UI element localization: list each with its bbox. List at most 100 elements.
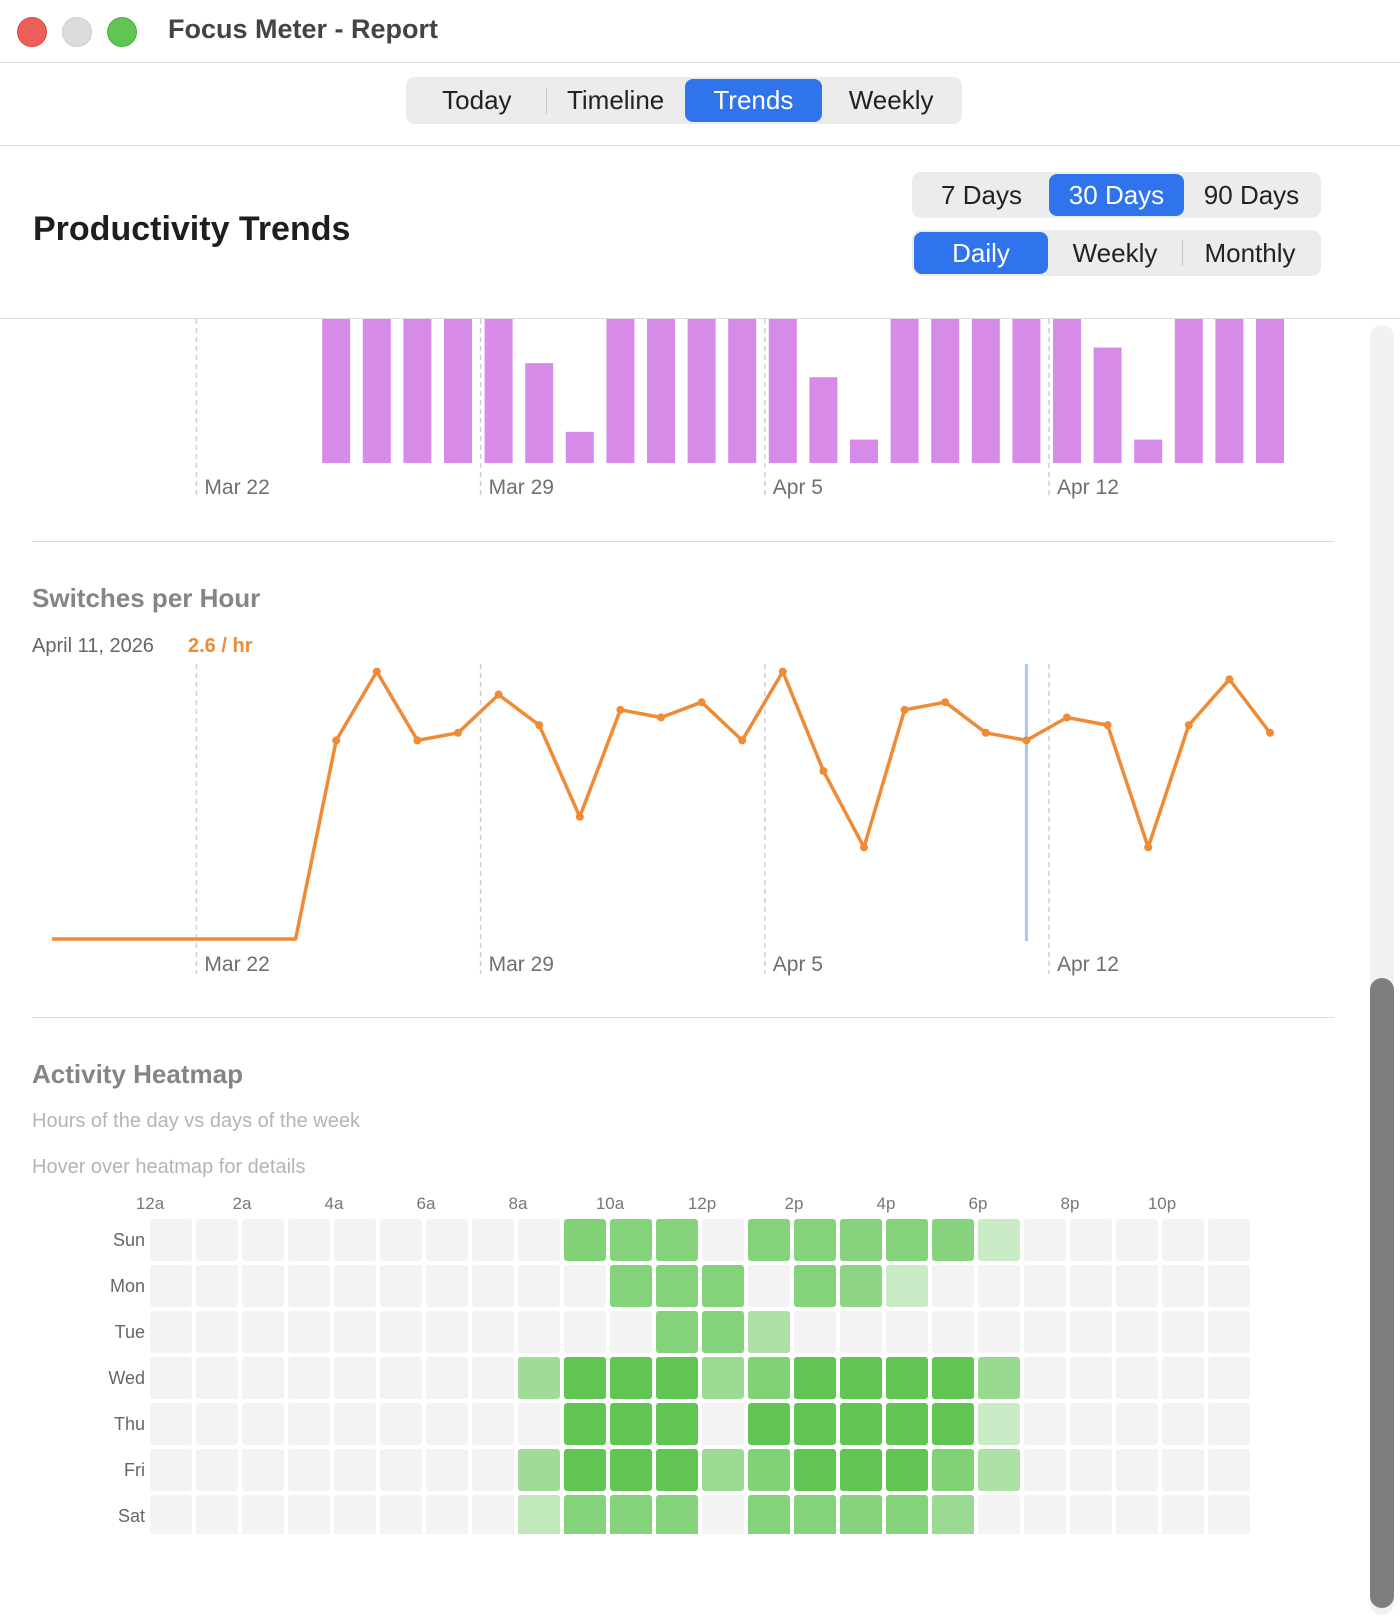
heatmap-cell[interactable] [380, 1357, 422, 1399]
heatmap-cell[interactable] [1162, 1219, 1204, 1261]
heatmap-cell[interactable] [518, 1449, 560, 1491]
heatmap-cell[interactable] [748, 1265, 790, 1307]
heatmap-cell[interactable] [288, 1219, 330, 1261]
tab-trends[interactable]: Trends [684, 79, 823, 122]
heatmap-cell[interactable] [564, 1403, 606, 1445]
heatmap-cell[interactable] [288, 1311, 330, 1353]
bar-chart-bar[interactable] [1174, 319, 1203, 463]
heatmap-cell[interactable] [1208, 1449, 1250, 1491]
heatmap-cell[interactable] [748, 1357, 790, 1399]
bar-chart-bar[interactable] [647, 319, 675, 463]
heatmap-cell[interactable] [886, 1311, 928, 1353]
line-chart-point[interactable] [941, 698, 950, 707]
bar-chart-bar[interactable] [444, 319, 472, 463]
heatmap-cell[interactable] [794, 1311, 836, 1353]
heatmap-cell[interactable] [288, 1357, 330, 1399]
tab-weekly[interactable]: Weekly [848, 85, 934, 115]
heatmap-cell[interactable] [564, 1449, 606, 1491]
heatmap-cell[interactable] [472, 1357, 514, 1399]
heatmap-cell[interactable] [1162, 1357, 1204, 1399]
heatmap-cell[interactable] [426, 1219, 468, 1261]
heatmap-cell[interactable] [1208, 1403, 1250, 1445]
line-chart-point[interactable] [413, 736, 422, 745]
heatmap-cell[interactable] [1070, 1357, 1112, 1399]
heatmap-cell[interactable] [288, 1449, 330, 1491]
heatmap-cell[interactable] [610, 1357, 652, 1399]
heatmap-cell[interactable] [702, 1357, 744, 1399]
heatmap-cell[interactable] [472, 1311, 514, 1353]
heatmap-cell[interactable] [150, 1357, 192, 1399]
heatmap-cell[interactable] [840, 1495, 882, 1534]
heatmap-cell[interactable] [702, 1219, 744, 1261]
heatmap-cell[interactable] [564, 1357, 606, 1399]
heatmap-cell[interactable] [1116, 1403, 1158, 1445]
heatmap-cell[interactable] [1208, 1495, 1250, 1534]
heatmap-cell[interactable] [610, 1265, 652, 1307]
heatmap-cell[interactable] [1116, 1449, 1158, 1491]
heatmap-cell[interactable] [1162, 1495, 1204, 1534]
heatmap-cell[interactable] [702, 1495, 744, 1534]
heatmap-cell[interactable] [702, 1265, 744, 1307]
heatmap-cell[interactable] [656, 1403, 698, 1445]
heatmap-cell[interactable] [564, 1219, 606, 1261]
heatmap-cell[interactable] [794, 1449, 836, 1491]
bar-chart-bar[interactable] [890, 319, 919, 463]
heatmap-cell[interactable] [794, 1403, 836, 1445]
heatmap-cell[interactable] [334, 1311, 376, 1353]
heatmap-cell[interactable] [426, 1265, 468, 1307]
heatmap-cell[interactable] [702, 1403, 744, 1445]
bar-chart-bar[interactable] [850, 439, 878, 463]
bar-chart-bar[interactable] [362, 319, 391, 463]
granularity-monthly[interactable]: Monthly [1204, 237, 1296, 268]
heatmap-cell[interactable] [288, 1265, 330, 1307]
heatmap-cell[interactable] [472, 1449, 514, 1491]
trends-scroll-content[interactable]: Mar 22 Mar 29 Apr 5 Apr 12 Switches per Hou… [0, 319, 1370, 1624]
heatmap-cell[interactable] [932, 1403, 974, 1445]
heatmap-cell[interactable] [1116, 1265, 1158, 1307]
heatmap-cell[interactable] [1070, 1311, 1112, 1353]
heatmap-cell[interactable] [748, 1449, 790, 1491]
heatmap-cell[interactable] [288, 1495, 330, 1534]
line-chart-point[interactable] [1144, 843, 1153, 852]
close-window-button[interactable] [17, 17, 47, 47]
bar-chart-bar[interactable] [403, 319, 432, 463]
heatmap-cell[interactable] [702, 1449, 744, 1491]
heatmap-cell[interactable] [978, 1357, 1020, 1399]
heatmap-cell[interactable] [242, 1449, 284, 1491]
heatmap-cell[interactable] [1024, 1403, 1066, 1445]
line-chart-point[interactable] [494, 690, 503, 699]
line-chart-point[interactable] [981, 728, 990, 737]
heatmap-cell[interactable] [196, 1311, 238, 1353]
tab-today[interactable]: Today [442, 85, 512, 115]
heatmap-cell[interactable] [1162, 1311, 1204, 1353]
heatmap-cell[interactable] [518, 1403, 560, 1445]
zoom-window-button[interactable] [107, 17, 137, 47]
granularity-weekly[interactable]: Weekly [1072, 237, 1158, 268]
line-chart-point[interactable] [1184, 721, 1193, 730]
heatmap-cell[interactable] [840, 1357, 882, 1399]
line-chart-point[interactable] [900, 705, 909, 714]
line-chart-point[interactable] [657, 713, 665, 722]
heatmap-cell[interactable] [196, 1449, 238, 1491]
heatmap-cell[interactable] [886, 1449, 928, 1491]
heatmap-cell[interactable] [886, 1495, 928, 1534]
heatmap-cell[interactable] [610, 1311, 652, 1353]
bar-chart-bar[interactable] [768, 319, 797, 463]
heatmap-cell[interactable] [150, 1495, 192, 1534]
heatmap-cell[interactable] [150, 1219, 192, 1261]
heatmap-cell[interactable] [1070, 1403, 1112, 1445]
line-chart-point[interactable] [535, 721, 544, 730]
bar-chart-bar[interactable] [565, 431, 594, 463]
bar-chart-bar[interactable] [728, 319, 757, 463]
heatmap-cell[interactable] [794, 1265, 836, 1307]
heatmap-cell[interactable] [1070, 1495, 1112, 1534]
line-chart-point[interactable] [697, 698, 706, 707]
heatmap-cell[interactable] [1208, 1357, 1250, 1399]
heatmap-cell[interactable] [656, 1357, 698, 1399]
heatmap-cell[interactable] [518, 1265, 560, 1307]
heatmap-cell[interactable] [242, 1311, 284, 1353]
heatmap-cell[interactable] [1116, 1357, 1158, 1399]
heatmap-cell[interactable] [610, 1449, 652, 1491]
heatmap-cell[interactable] [932, 1311, 974, 1353]
heatmap-cell[interactable] [978, 1311, 1020, 1353]
